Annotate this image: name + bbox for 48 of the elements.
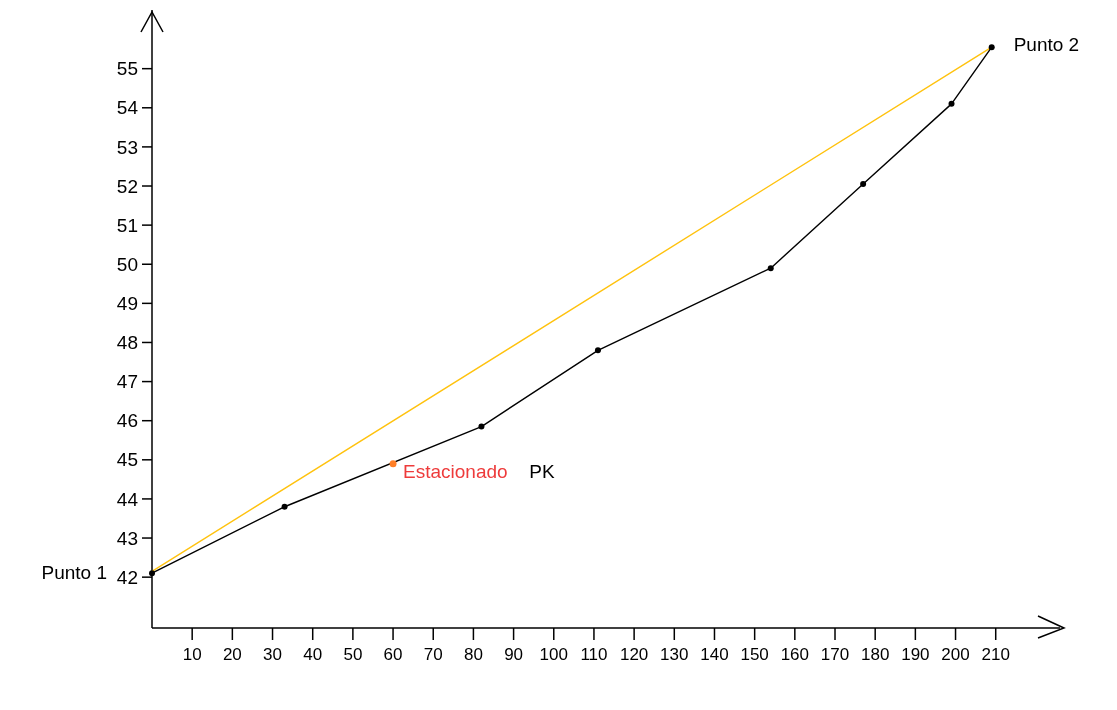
x-tick-label: 120 (619, 645, 649, 664)
point (149, 570, 155, 577)
x-tick-label: 10 (182, 645, 202, 664)
x-tick-label: 70 (423, 645, 443, 664)
y-tick-label: 47 (116, 371, 138, 393)
point (767, 265, 774, 272)
y-tick-label: 55 (116, 58, 138, 80)
point (281, 503, 288, 510)
x-tick-label: 80 (463, 645, 483, 664)
point (389, 460, 397, 468)
x-tick-label: 90 (504, 645, 524, 664)
x-tick-label: 30 (263, 645, 282, 664)
x-tick-label: 140 (700, 645, 729, 664)
x-tick-label: 200 (941, 645, 970, 664)
annotation: PK (529, 460, 555, 482)
point (988, 44, 995, 51)
y-tick-label: 49 (116, 293, 138, 314)
y-tick-label: 45 (116, 449, 138, 471)
y-tick-label: 50 (116, 253, 138, 275)
y-tick-label: 53 (116, 136, 138, 158)
x-tick-label: 100 (539, 645, 568, 664)
x-tick-label: 180 (861, 645, 890, 664)
point (594, 347, 601, 354)
x-tick-label: 160 (780, 645, 810, 664)
y-tick-label: 44 (116, 488, 139, 510)
y-tick-label: 46 (116, 410, 138, 432)
y-tick-label: 51 (116, 214, 138, 236)
x-tick-label: 210 (981, 645, 1010, 664)
y-tick-label: 52 (116, 175, 138, 197)
y-tick-label: 48 (116, 332, 138, 354)
x-tick-label: 170 (820, 645, 850, 664)
annotation: Punto 2 (1013, 34, 1080, 56)
x-tick-label: 50 (343, 645, 363, 664)
y-tick-label: 43 (116, 527, 138, 549)
y-tick-label: 42 (116, 566, 138, 588)
x-tick-label: 150 (740, 645, 769, 664)
annotation: Estacionado (403, 460, 508, 482)
x-tick-label: 110 (580, 645, 608, 664)
y-tick-label: 54 (116, 97, 139, 119)
x-tick-label: 20 (222, 645, 242, 664)
point (860, 181, 867, 188)
x-tick-label: 40 (303, 645, 323, 664)
point (478, 423, 485, 430)
point (948, 100, 955, 107)
x-tick-label: 190 (901, 645, 930, 664)
x-tick-label: 60 (383, 645, 403, 664)
x-tick-label: 130 (660, 645, 689, 664)
annotation: Punto 1 (41, 562, 107, 584)
